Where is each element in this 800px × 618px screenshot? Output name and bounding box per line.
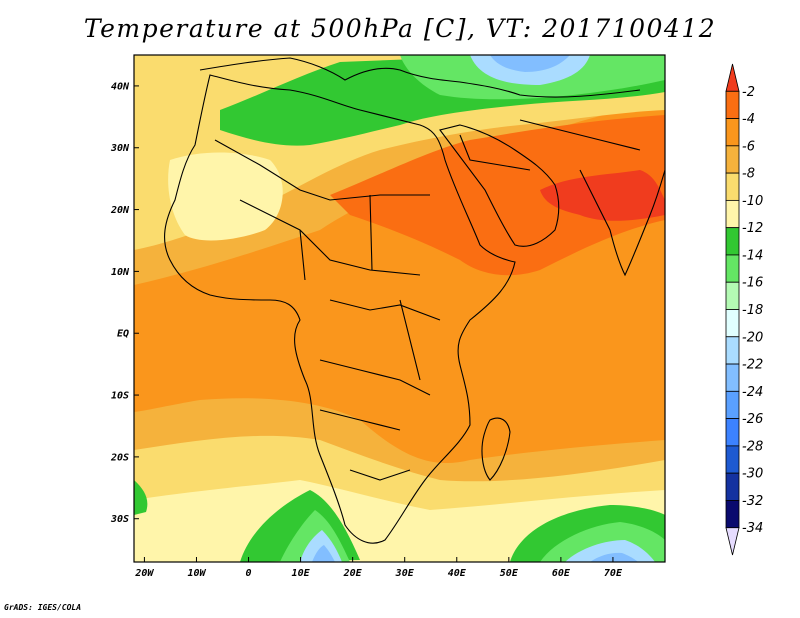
colorbar-swatch xyxy=(725,90,740,119)
colorbar-swatch xyxy=(725,145,740,174)
colorbar-label: -18 xyxy=(742,303,763,318)
colorbar-label: -20 xyxy=(742,330,763,345)
colorbar-label: -12 xyxy=(742,221,763,236)
colorbar-swatch xyxy=(725,363,740,392)
colorbar-swatch xyxy=(725,199,740,229)
colorbar-swatch xyxy=(725,63,740,92)
field-band-12-sahara xyxy=(168,152,283,241)
colorbar-swatch xyxy=(725,418,740,447)
colorbar-label: -28 xyxy=(742,439,763,454)
colorbar-label: -22 xyxy=(742,358,763,373)
x-tick-label: 10W xyxy=(187,568,206,579)
colorbar-swatch xyxy=(725,118,740,147)
chart-title: Temperature at 500hPa [C], VT: 201710041… xyxy=(83,14,717,43)
y-tick-label: EQ xyxy=(117,329,129,340)
arabia-coastline xyxy=(439,124,560,247)
x-tick-label: 10E xyxy=(292,568,311,579)
europe-coastline xyxy=(199,57,641,98)
y-tick-label: 30N xyxy=(110,143,130,154)
field-band-24-south xyxy=(312,545,638,562)
map-frame xyxy=(133,54,666,563)
y-tick-label: 20S xyxy=(110,452,129,463)
x-tick-label: 0 xyxy=(246,568,252,579)
colorbar-swatch xyxy=(725,227,740,256)
y-tick-label: 10S xyxy=(111,391,129,402)
colorbar-label: -2 xyxy=(742,85,755,100)
colorbar-swatch xyxy=(725,472,740,501)
colorbar-label: -16 xyxy=(742,276,763,291)
colorbar-swatch xyxy=(725,500,740,529)
field-band-14-south xyxy=(134,480,665,562)
x-tick-label: 70E xyxy=(604,568,623,579)
colorbar-label: -10 xyxy=(742,194,763,209)
temperature-field xyxy=(134,55,665,562)
coastlines xyxy=(164,57,665,544)
y-tick-label: 40N xyxy=(111,81,130,92)
grads-credit: GrADS: IGES/COLA xyxy=(4,603,82,612)
colorbar: -2 -4 -6 -8 -10 -12 -14 -16 -18 -20 -22 -24 -26 -28 -3… xyxy=(725,63,763,556)
madagascar-coastline xyxy=(481,417,511,481)
india-coastline xyxy=(579,169,665,277)
colorbar-label: -4 xyxy=(742,112,755,127)
field-band-16-south xyxy=(280,510,665,562)
colorbar-swatch xyxy=(725,309,740,338)
colorbar-label: -26 xyxy=(742,412,763,427)
colorbar-label: -6 xyxy=(742,139,755,154)
colorbar-swatch xyxy=(725,172,740,201)
x-tick-label: 30E xyxy=(395,568,415,579)
y-axis: 40N 30N 20N 10N EQ 10S 20S 30S xyxy=(110,81,139,525)
field-band-24-north xyxy=(490,55,570,72)
colorbar-label: -34 xyxy=(742,521,763,536)
x-axis: 20W 10W 0 10E 20E 30E 40E 50E 60E 70E xyxy=(134,557,623,579)
colorbar-swatch xyxy=(725,390,740,420)
field-band-2 xyxy=(540,170,665,221)
x-tick-label: 60E xyxy=(552,568,571,579)
colorbar-swatch xyxy=(725,445,740,474)
colorbar-swatch xyxy=(725,254,740,283)
y-tick-label: 30S xyxy=(110,514,129,525)
colorbar-label: -30 xyxy=(742,467,763,482)
x-tick-label: 40E xyxy=(448,568,467,579)
africa-coastline xyxy=(164,74,516,544)
x-tick-label: 20E xyxy=(343,568,363,579)
colorbar-label: -8 xyxy=(742,167,755,182)
country-borders xyxy=(214,119,641,481)
colorbar-swatch xyxy=(725,527,740,556)
y-tick-label: 20N xyxy=(110,205,130,216)
x-tick-label: 50E xyxy=(500,568,519,579)
field-band-4 xyxy=(330,115,665,276)
y-tick-label: 10N xyxy=(111,267,130,278)
colorbar-label: -14 xyxy=(742,248,763,263)
colorbar-swatch xyxy=(725,281,740,310)
x-tick-label: 20W xyxy=(134,568,154,579)
colorbar-swatch xyxy=(725,336,740,365)
colorbar-label: -24 xyxy=(742,385,763,400)
colorbar-label: -32 xyxy=(742,494,763,509)
